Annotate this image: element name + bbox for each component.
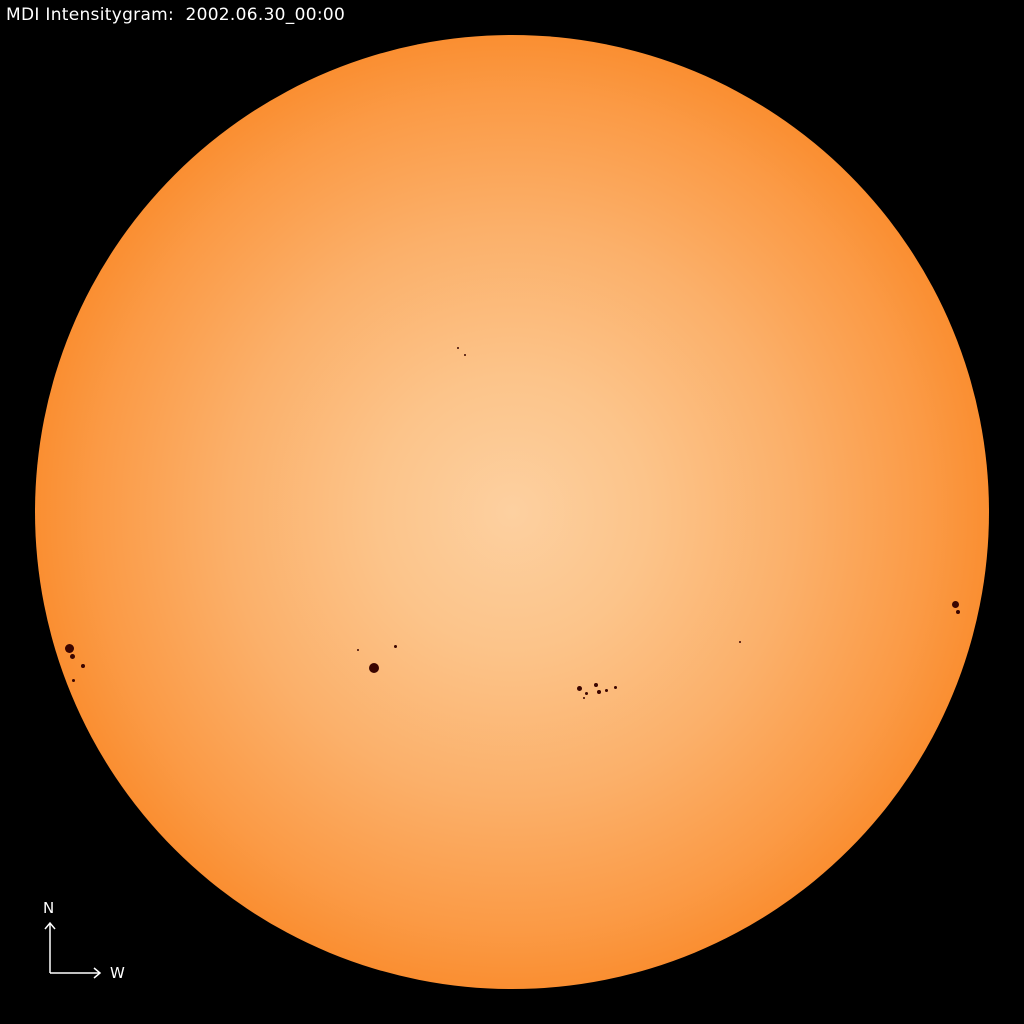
sunspot [369,663,379,673]
solar-disk [35,35,989,989]
sunspot [613,685,617,689]
sunspot [583,697,585,699]
sunspot [81,664,85,668]
sunspot [71,678,75,682]
sunspot [739,641,741,643]
sunspot [594,683,598,687]
sunspot [576,685,582,691]
image-title: MDI Intensitygram: 2002.06.30_00:00 [6,5,346,25]
sunspot [464,354,466,356]
sunspot [604,688,608,692]
west-label: W [110,964,125,982]
sunspot [393,644,397,648]
north-label: N [43,899,55,917]
sunspot [457,347,459,349]
sunspot [597,690,601,694]
sunspot [357,649,359,651]
sunspot [956,610,960,614]
sunspot [951,600,959,608]
sunspot [584,691,588,695]
sunspot [69,653,75,659]
sunspot [64,643,74,653]
